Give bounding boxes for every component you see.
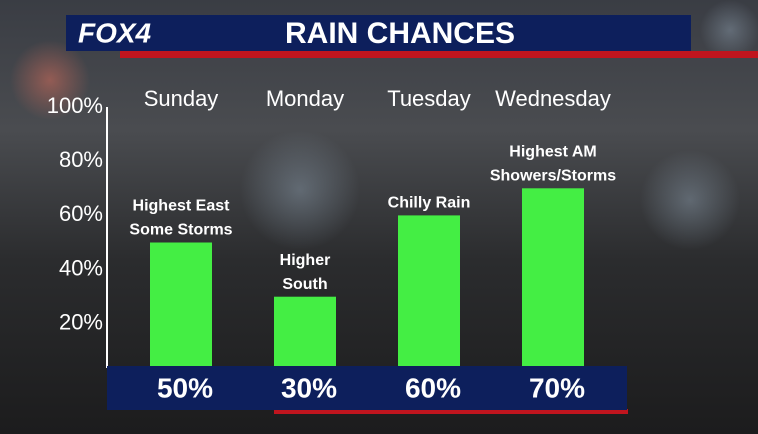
annotation: Higher [280,252,331,269]
title-stripe [120,51,758,58]
value-label: 70% [529,372,585,403]
y-tick-label: 20% [59,310,103,335]
y-tick-label: 80% [59,147,103,172]
value-label: 30% [281,372,337,403]
logo: FOX4 [78,17,152,48]
x-tick-label: Wednesday [495,86,611,111]
chart-title: RAIN CHANCES [285,17,515,50]
value-label: 50% [157,372,213,403]
bar [150,242,212,378]
value-label: 60% [405,372,461,403]
y-tick-label: 40% [59,255,103,280]
x-tick-label: Sunday [144,86,219,111]
x-tick-label: Tuesday [387,86,471,111]
y-tick-label: 60% [59,201,103,226]
annotation: Highest AM [509,144,596,161]
bokeh [700,0,758,60]
bar [274,296,336,378]
x-tick-label: Monday [266,86,344,111]
annotation: Highest East [133,198,231,215]
bar [522,188,584,378]
annotation: Some Storms [129,222,232,239]
bokeh [640,150,740,250]
bokeh [10,40,90,120]
annotation: South [282,276,327,293]
bar [398,215,460,378]
y-tick-label: 100% [47,93,103,118]
title-bar [66,15,691,51]
bokeh [240,130,360,250]
annotation: Showers/Storms [490,168,616,185]
bottom-stripe [274,409,628,414]
annotation: Chilly Rain [388,195,471,212]
value-band [107,366,627,410]
